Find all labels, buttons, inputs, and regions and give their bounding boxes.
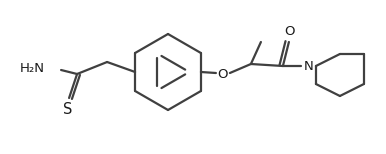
- Text: N: N: [304, 59, 314, 73]
- Text: H₂N: H₂N: [20, 61, 45, 75]
- Text: O: O: [284, 24, 295, 38]
- Text: S: S: [63, 103, 73, 118]
- Text: O: O: [218, 67, 228, 81]
